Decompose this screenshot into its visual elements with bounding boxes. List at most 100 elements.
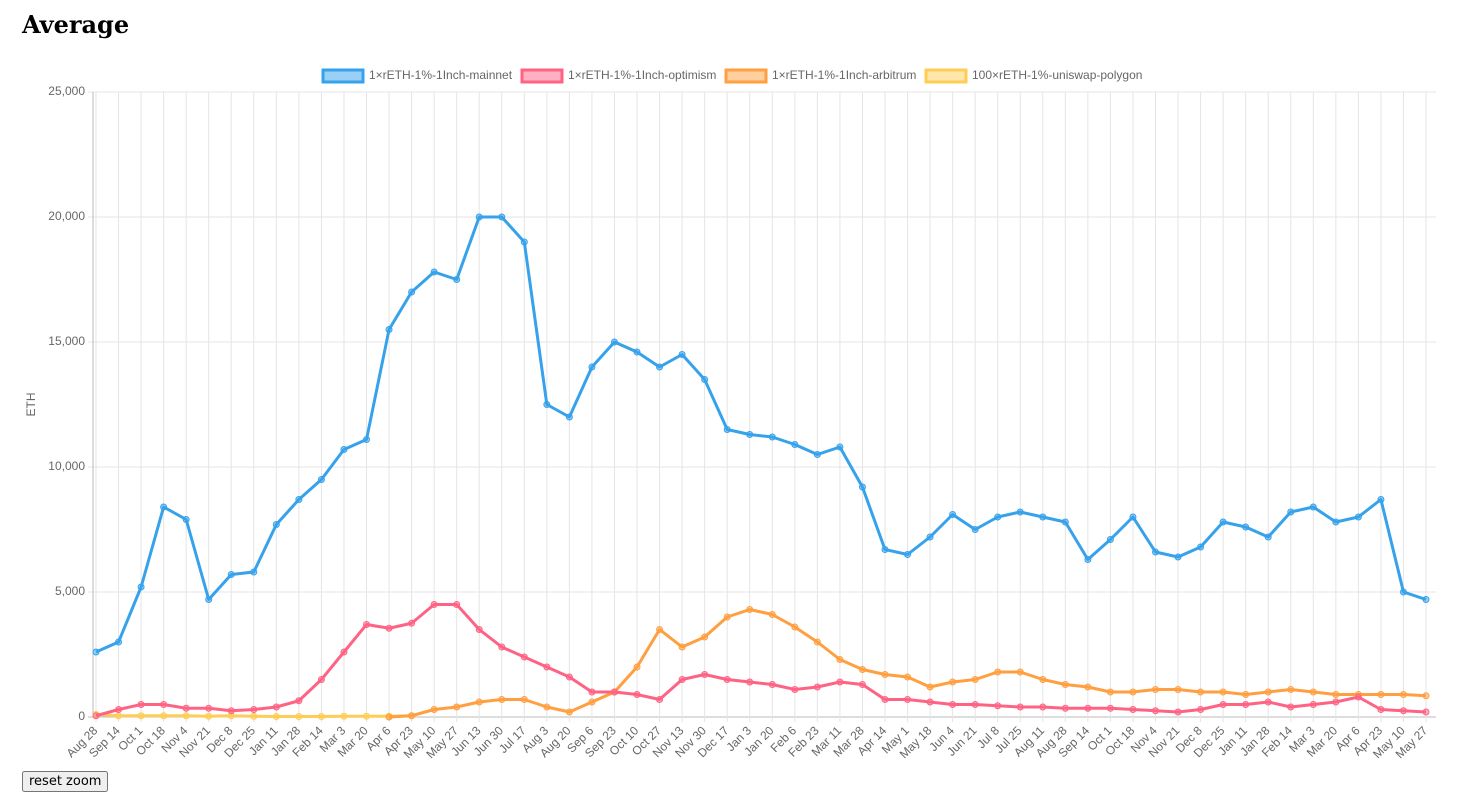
data-point <box>543 401 551 408</box>
data-point <box>1287 703 1295 711</box>
data-point <box>1377 706 1385 713</box>
data-point <box>656 696 664 703</box>
data-point <box>1039 513 1047 521</box>
data-point <box>904 551 912 558</box>
y-tick-label: 25,000 <box>48 84 85 98</box>
data-point <box>250 706 258 713</box>
data-point <box>340 648 348 656</box>
data-point <box>363 621 371 628</box>
data-point <box>385 326 393 333</box>
data-point <box>227 707 235 715</box>
legend-swatch <box>321 68 365 84</box>
data-point <box>1309 503 1317 511</box>
data-point <box>1084 683 1092 691</box>
data-point <box>1174 553 1182 561</box>
data-point <box>453 601 461 608</box>
data-point <box>1287 508 1295 516</box>
data-point <box>1106 688 1114 696</box>
data-point <box>160 503 168 511</box>
data-point <box>813 638 821 646</box>
y-tick-label: 20,000 <box>48 209 85 223</box>
data-point <box>678 676 686 683</box>
data-point <box>295 496 303 503</box>
y-axis-label: ETH <box>24 393 38 417</box>
data-point <box>1219 701 1227 708</box>
data-point <box>340 446 348 453</box>
data-point <box>1422 596 1430 603</box>
reset-zoom-button[interactable]: reset zoom <box>22 771 109 792</box>
data-point <box>205 712 213 720</box>
data-point <box>1061 681 1069 688</box>
y-tick-label: 10,000 <box>48 459 85 473</box>
data-point <box>633 348 641 356</box>
data-point <box>227 571 235 578</box>
data-point <box>1129 513 1137 521</box>
data-point <box>610 338 618 346</box>
data-point <box>1174 708 1182 716</box>
data-point <box>498 643 506 651</box>
legend-swatch <box>724 68 768 84</box>
data-point <box>1287 686 1295 693</box>
data-point <box>340 712 348 720</box>
data-point <box>1174 686 1182 693</box>
data-point <box>1039 676 1047 683</box>
data-point <box>1377 691 1385 698</box>
data-point <box>701 633 709 641</box>
data-point <box>971 701 979 708</box>
data-point <box>498 213 506 221</box>
data-point <box>881 696 889 703</box>
y-tick-label: 5,000 <box>55 584 85 598</box>
legend-label: 100×rETH-1%-uniswap-polygon <box>972 68 1142 82</box>
legend-label: 1×rETH-1%-1Inch-optimism <box>568 68 716 82</box>
data-point <box>1309 701 1317 708</box>
data-point <box>1084 704 1092 712</box>
data-point <box>588 363 596 371</box>
data-point <box>904 673 912 681</box>
data-point <box>994 702 1002 710</box>
data-point <box>791 441 799 448</box>
data-point <box>1197 688 1205 696</box>
data-point <box>1106 704 1114 712</box>
data-point <box>836 678 844 686</box>
data-point <box>723 426 731 433</box>
data-point <box>453 276 461 283</box>
data-point <box>160 701 168 708</box>
data-point <box>1422 692 1430 700</box>
data-point <box>949 511 957 518</box>
data-point <box>678 643 686 651</box>
data-point <box>272 703 280 711</box>
data-point <box>588 698 596 706</box>
data-point <box>926 683 934 691</box>
data-point <box>475 698 483 706</box>
data-point <box>588 688 596 696</box>
data-point <box>115 638 123 646</box>
data-point <box>408 619 416 627</box>
data-point <box>385 713 393 721</box>
data-point <box>92 648 100 656</box>
data-point <box>408 712 416 720</box>
data-point <box>137 701 145 708</box>
y-tick-label: 15,000 <box>48 334 85 348</box>
data-point <box>565 413 573 421</box>
data-point <box>701 671 709 678</box>
data-point <box>272 521 280 528</box>
data-point <box>971 676 979 683</box>
data-point <box>1332 518 1340 526</box>
data-point <box>723 676 731 683</box>
data-point <box>1332 691 1340 698</box>
data-point <box>1016 703 1024 711</box>
data-point <box>430 706 438 713</box>
data-point <box>565 673 573 681</box>
data-point <box>949 678 957 686</box>
data-point <box>1084 556 1092 563</box>
data-point <box>520 696 528 703</box>
data-point <box>1242 523 1250 531</box>
data-point <box>768 681 776 688</box>
data-point <box>363 712 371 720</box>
data-point <box>1197 706 1205 713</box>
data-point <box>295 713 303 720</box>
data-point <box>317 476 325 483</box>
data-point <box>1242 691 1250 698</box>
data-point <box>565 708 573 716</box>
